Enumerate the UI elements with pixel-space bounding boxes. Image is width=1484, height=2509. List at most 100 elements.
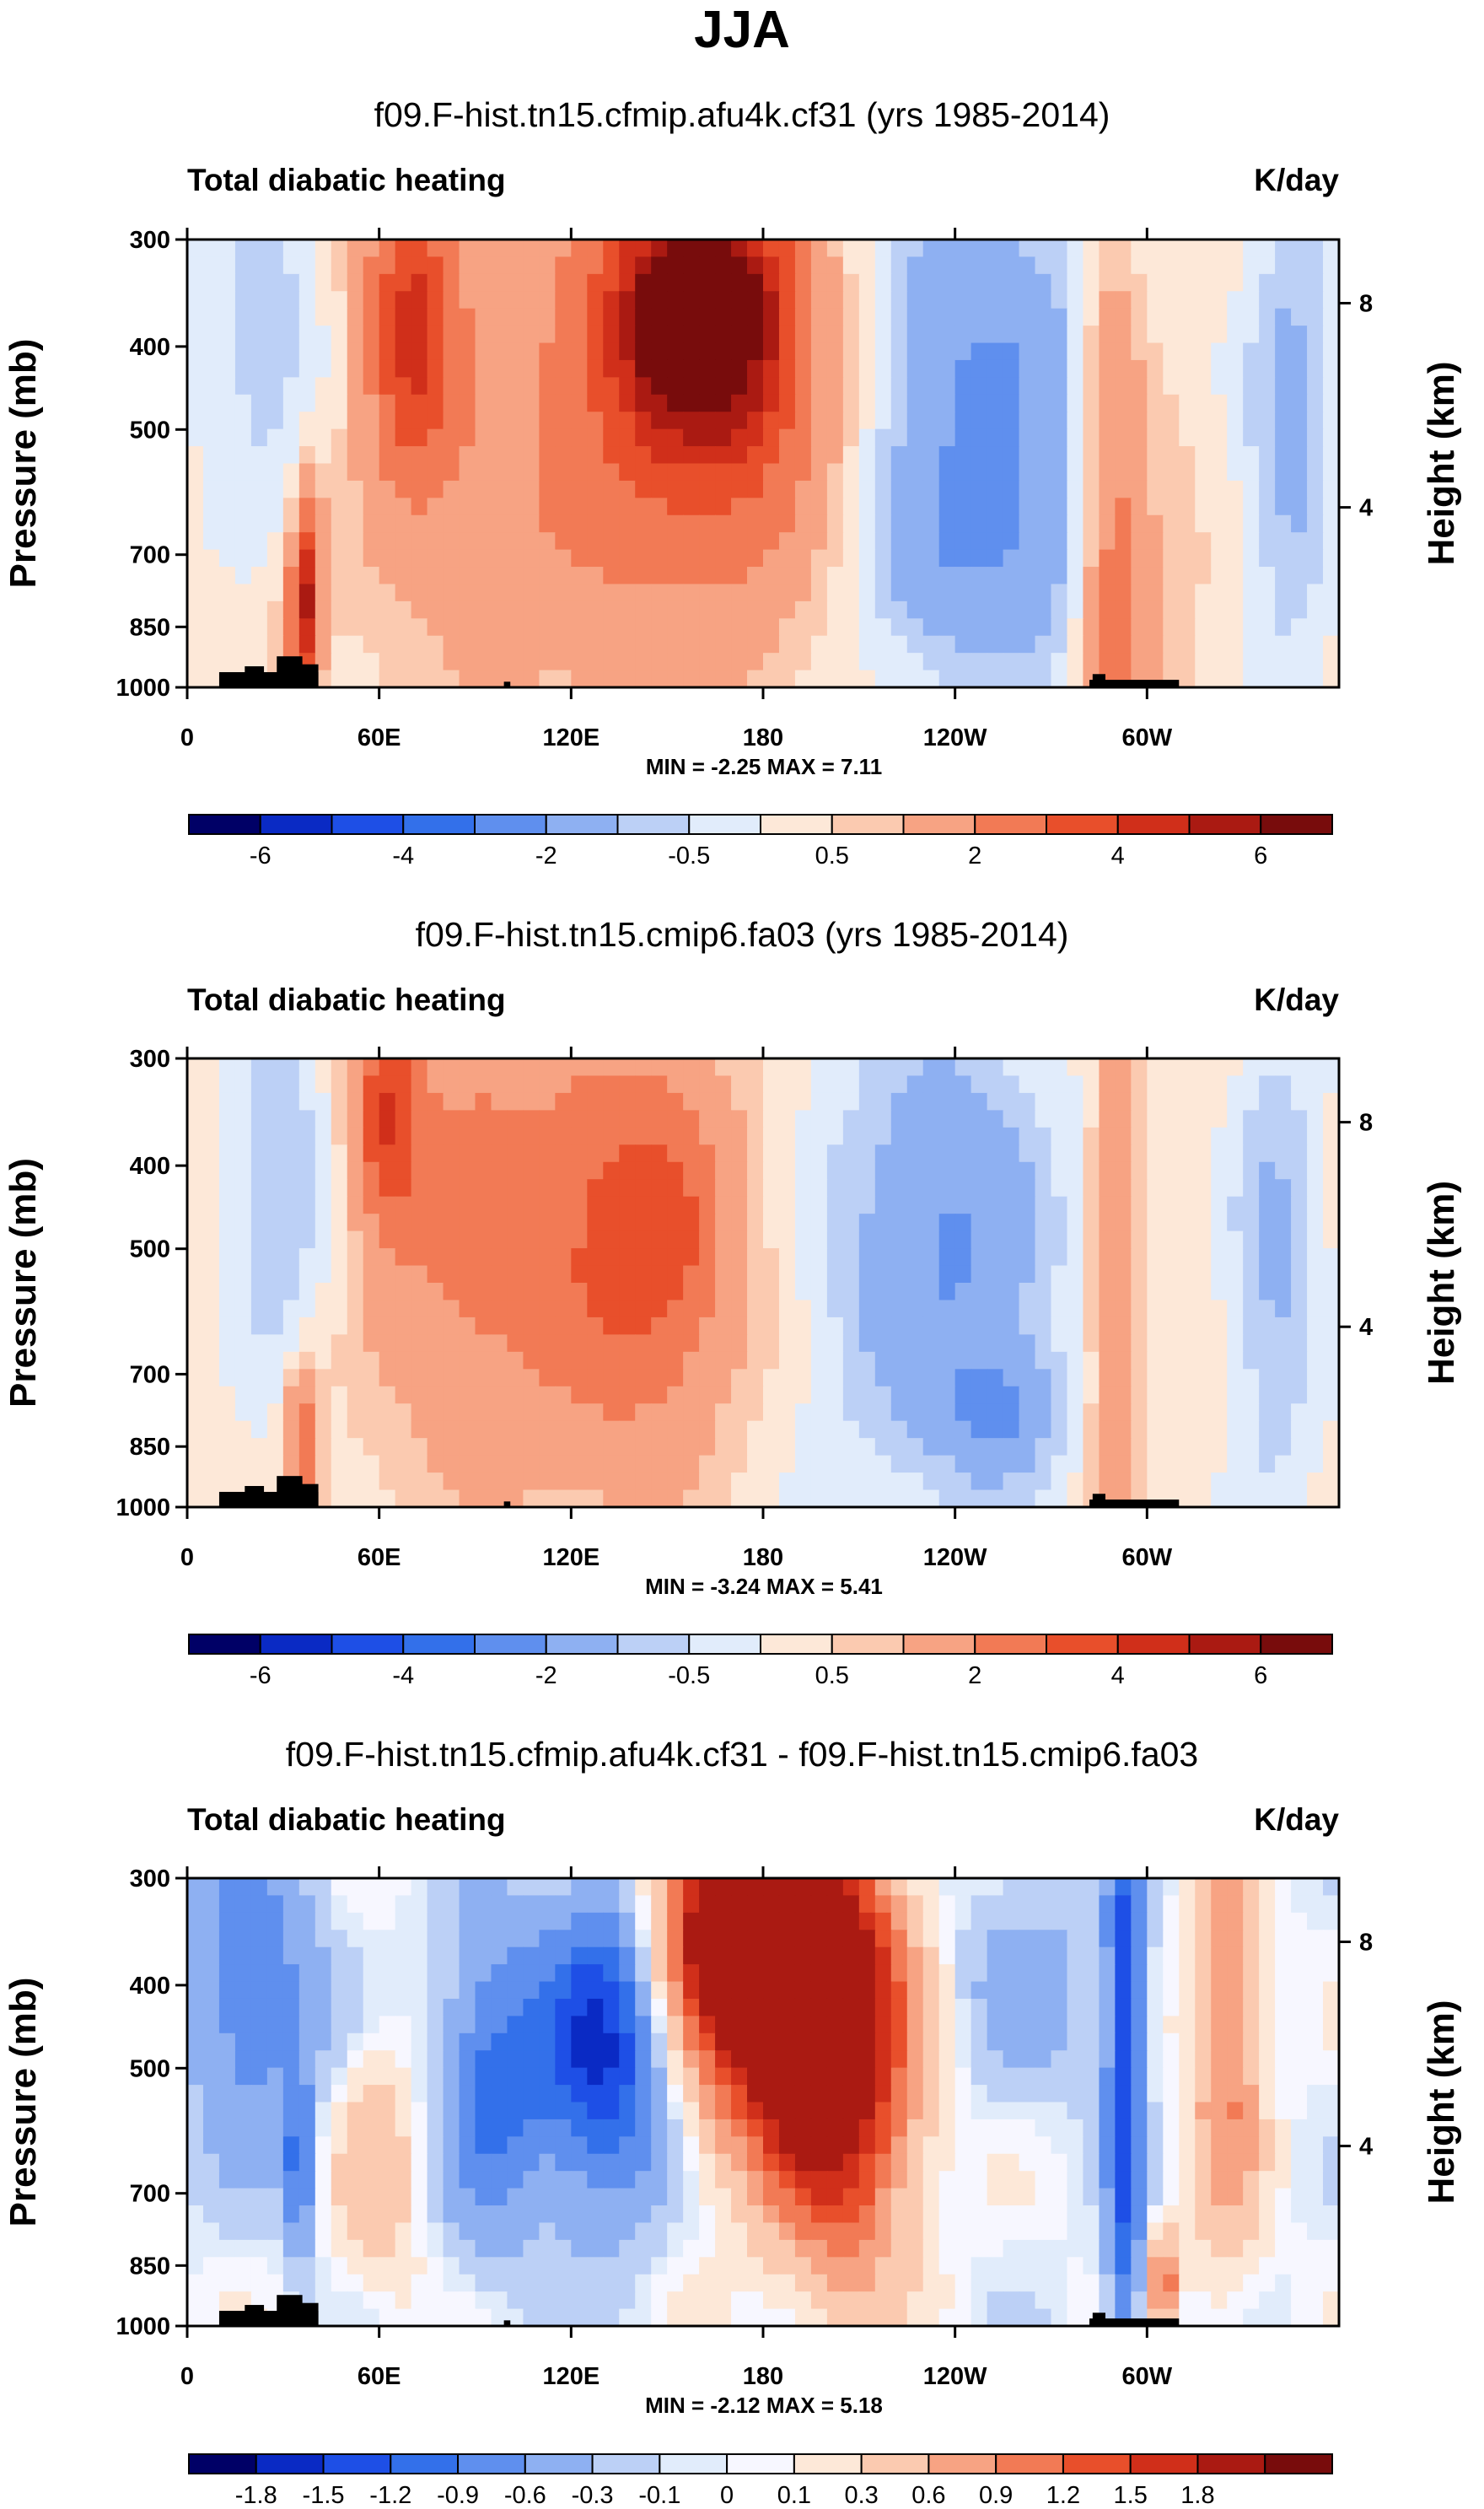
heatmap-cell (971, 1196, 988, 1214)
heatmap-cell (571, 584, 589, 602)
colorbar-swatch (474, 814, 547, 835)
heatmap-cell (315, 1912, 332, 1931)
heatmap-cell (395, 1300, 412, 1318)
heatmap-cell (218, 498, 236, 516)
heatmap-cell (810, 532, 828, 551)
heatmap-cell (1083, 1895, 1100, 1914)
heatmap-cell (603, 1144, 621, 1163)
heatmap-cell (1035, 1438, 1052, 1456)
heatmap-cell (1115, 1981, 1132, 2000)
heatmap-cell (363, 1998, 380, 2017)
heatmap-cell (603, 567, 621, 585)
heatmap-cell (731, 1981, 748, 2000)
heatmap-cell (922, 273, 940, 293)
heatmap-cell (683, 498, 700, 516)
heatmap-cell (747, 1316, 764, 1336)
heatmap-cell (1051, 1981, 1068, 2000)
heatmap-cell (266, 2136, 284, 2155)
heatmap-cell (842, 1946, 860, 1965)
heatmap-cell (1051, 1946, 1068, 1965)
heatmap-cell (874, 291, 892, 310)
heatmap-cell (906, 1895, 924, 1914)
heatmap-cell (747, 394, 764, 413)
heatmap-cell (555, 1161, 573, 1181)
heatmap-cell (794, 359, 812, 379)
heatmap-cell (491, 1144, 508, 1163)
heatmap-cell (1099, 1334, 1116, 1353)
heatmap-cell (507, 498, 524, 516)
colorbar-swatch (331, 1634, 405, 1655)
heatmap-cell (1227, 2067, 1244, 2086)
heatmap-cell (1259, 1455, 1276, 1473)
heatmap-cell (747, 1230, 764, 1249)
heatmap-cell (635, 1998, 652, 2017)
heatmap-cell (1243, 1946, 1260, 1965)
heatmap-cell (603, 291, 621, 310)
heatmap-cell (810, 584, 828, 602)
heatmap-cell (187, 514, 204, 533)
heatmap-cell (331, 1110, 348, 1128)
heatmap-cell (1051, 2067, 1068, 2086)
heatmap-cell (810, 1265, 828, 1284)
heatmap-cell (363, 1283, 380, 1301)
heatmap-cell (635, 498, 652, 516)
heatmap-cell (1179, 618, 1196, 637)
heatmap-cell (715, 1127, 732, 1146)
heatmap-cell (1307, 1092, 1324, 1112)
heatmap-cell (1211, 2085, 1228, 2103)
heatmap-cell (1003, 1420, 1020, 1439)
heatmap-cell (507, 1403, 524, 1422)
heatmap-cell (794, 1334, 812, 1353)
heatmap-cell (1083, 1998, 1100, 2017)
heatmap-cell (459, 446, 476, 465)
heatmap-cell (683, 549, 700, 568)
heatmap-cell (763, 240, 780, 258)
heatmap-cell (667, 240, 684, 258)
heatmap-cell (1083, 1283, 1100, 1301)
terrain-block (1089, 1499, 1180, 1507)
heatmap-cell (1083, 1230, 1100, 1249)
heatmap-cell (906, 1946, 924, 1965)
heatmap-cell (459, 1351, 476, 1370)
colorbar-label: 2 (968, 1662, 981, 1689)
heatmap-cell (202, 2067, 220, 2086)
heatmap-cell (555, 273, 573, 293)
heatmap-cell (202, 308, 220, 326)
heatmap-cell (363, 1092, 380, 1112)
heatmap-cell (699, 1930, 716, 1948)
heatmap-cell (1275, 1455, 1292, 1473)
heatmap-cell (202, 1075, 220, 1094)
heatmap-cell (507, 635, 524, 654)
heatmap-cell (1051, 1058, 1068, 1077)
heatmap-cell (411, 1092, 428, 1112)
heatmap-cell (842, 1878, 860, 1897)
heatmap-cell (1275, 2050, 1292, 2069)
heatmap-cell (331, 514, 348, 533)
heatmap-cell (1003, 1230, 1020, 1249)
heatmap-cell (1275, 1386, 1292, 1405)
heatmap-cell (731, 600, 748, 620)
heatmap-cell (1259, 1946, 1276, 1965)
heatmap-cell (922, 1878, 940, 1897)
heatmap-cell (1019, 1930, 1036, 1948)
heatmap-cell (1003, 1334, 1020, 1353)
heatmap-cell (379, 1283, 396, 1301)
heatmap-cell (922, 1196, 940, 1214)
heatmap-cell (1195, 549, 1212, 568)
heatmap-cell (619, 1110, 637, 1128)
heatmap-cell (555, 1334, 573, 1353)
heatmap-cell (1163, 1144, 1180, 1163)
heatmap-cell (555, 2102, 573, 2120)
heatmap-cell (266, 1998, 284, 2017)
heatmap-cell (363, 2085, 380, 2103)
heatmap-cell (747, 1110, 764, 1128)
heatmap-cell (938, 377, 956, 396)
heatmap-cell (1291, 1998, 1308, 2017)
heatmap-cell (266, 584, 284, 602)
heatmap-cell (778, 1438, 796, 1456)
heatmap-cell (411, 1214, 428, 1232)
heatmap-cell (539, 342, 556, 361)
heatmap-cell (763, 498, 780, 516)
heatmap-cell (1003, 618, 1020, 637)
heatmap-cell (1227, 359, 1244, 379)
